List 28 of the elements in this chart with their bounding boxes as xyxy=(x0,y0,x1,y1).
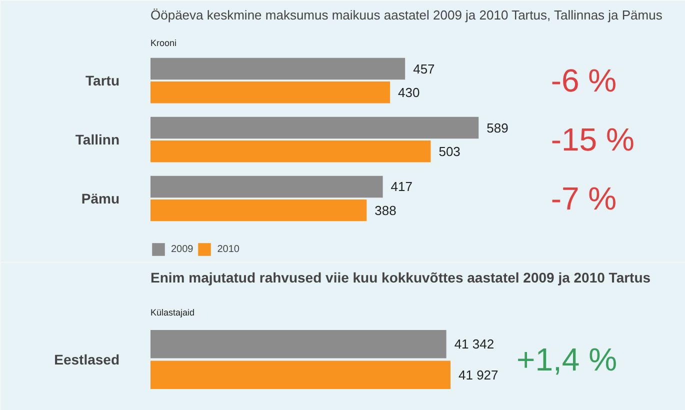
bar xyxy=(150,176,383,198)
data-label: 430 xyxy=(398,84,420,100)
data-label: 417 xyxy=(390,179,413,194)
chart-title: Enim majutatud rahvused viie kuu kokkuvõttes aastatel 2009 ja 2010 Tartus xyxy=(150,270,651,286)
bar xyxy=(150,140,431,162)
text: Külastajaid xyxy=(150,307,195,318)
text: Krooni xyxy=(150,38,177,48)
y-tick-label: Eestlased xyxy=(54,352,120,368)
bar xyxy=(150,82,390,104)
data-label: 388 xyxy=(374,202,396,218)
legend-label: 2010 xyxy=(217,244,240,254)
text: +1,4 % xyxy=(516,342,618,378)
data-label: 457 xyxy=(413,61,435,76)
chart-title: Ööpäeva keskmine maksumus maikuus aastatel 2009 ja 2010 Tartus, Tallinnas ja Pämus xyxy=(150,8,663,22)
data-label: 589 xyxy=(486,120,508,136)
y-tick-label: Tallinn xyxy=(75,132,120,148)
bar xyxy=(150,58,406,80)
bar xyxy=(150,199,367,222)
text: -6 % xyxy=(550,62,617,99)
bar xyxy=(150,116,479,139)
data-label: 503 xyxy=(438,144,460,159)
text: -15 % xyxy=(550,122,634,158)
text: -7 % xyxy=(550,180,617,217)
data-label: 41 927 xyxy=(458,367,498,382)
legend-label: 2009 xyxy=(171,244,194,254)
y-tick-label: Tartu xyxy=(86,72,120,89)
data-label: 41 342 xyxy=(454,336,494,352)
y-tick-label: Pämu xyxy=(81,190,120,207)
